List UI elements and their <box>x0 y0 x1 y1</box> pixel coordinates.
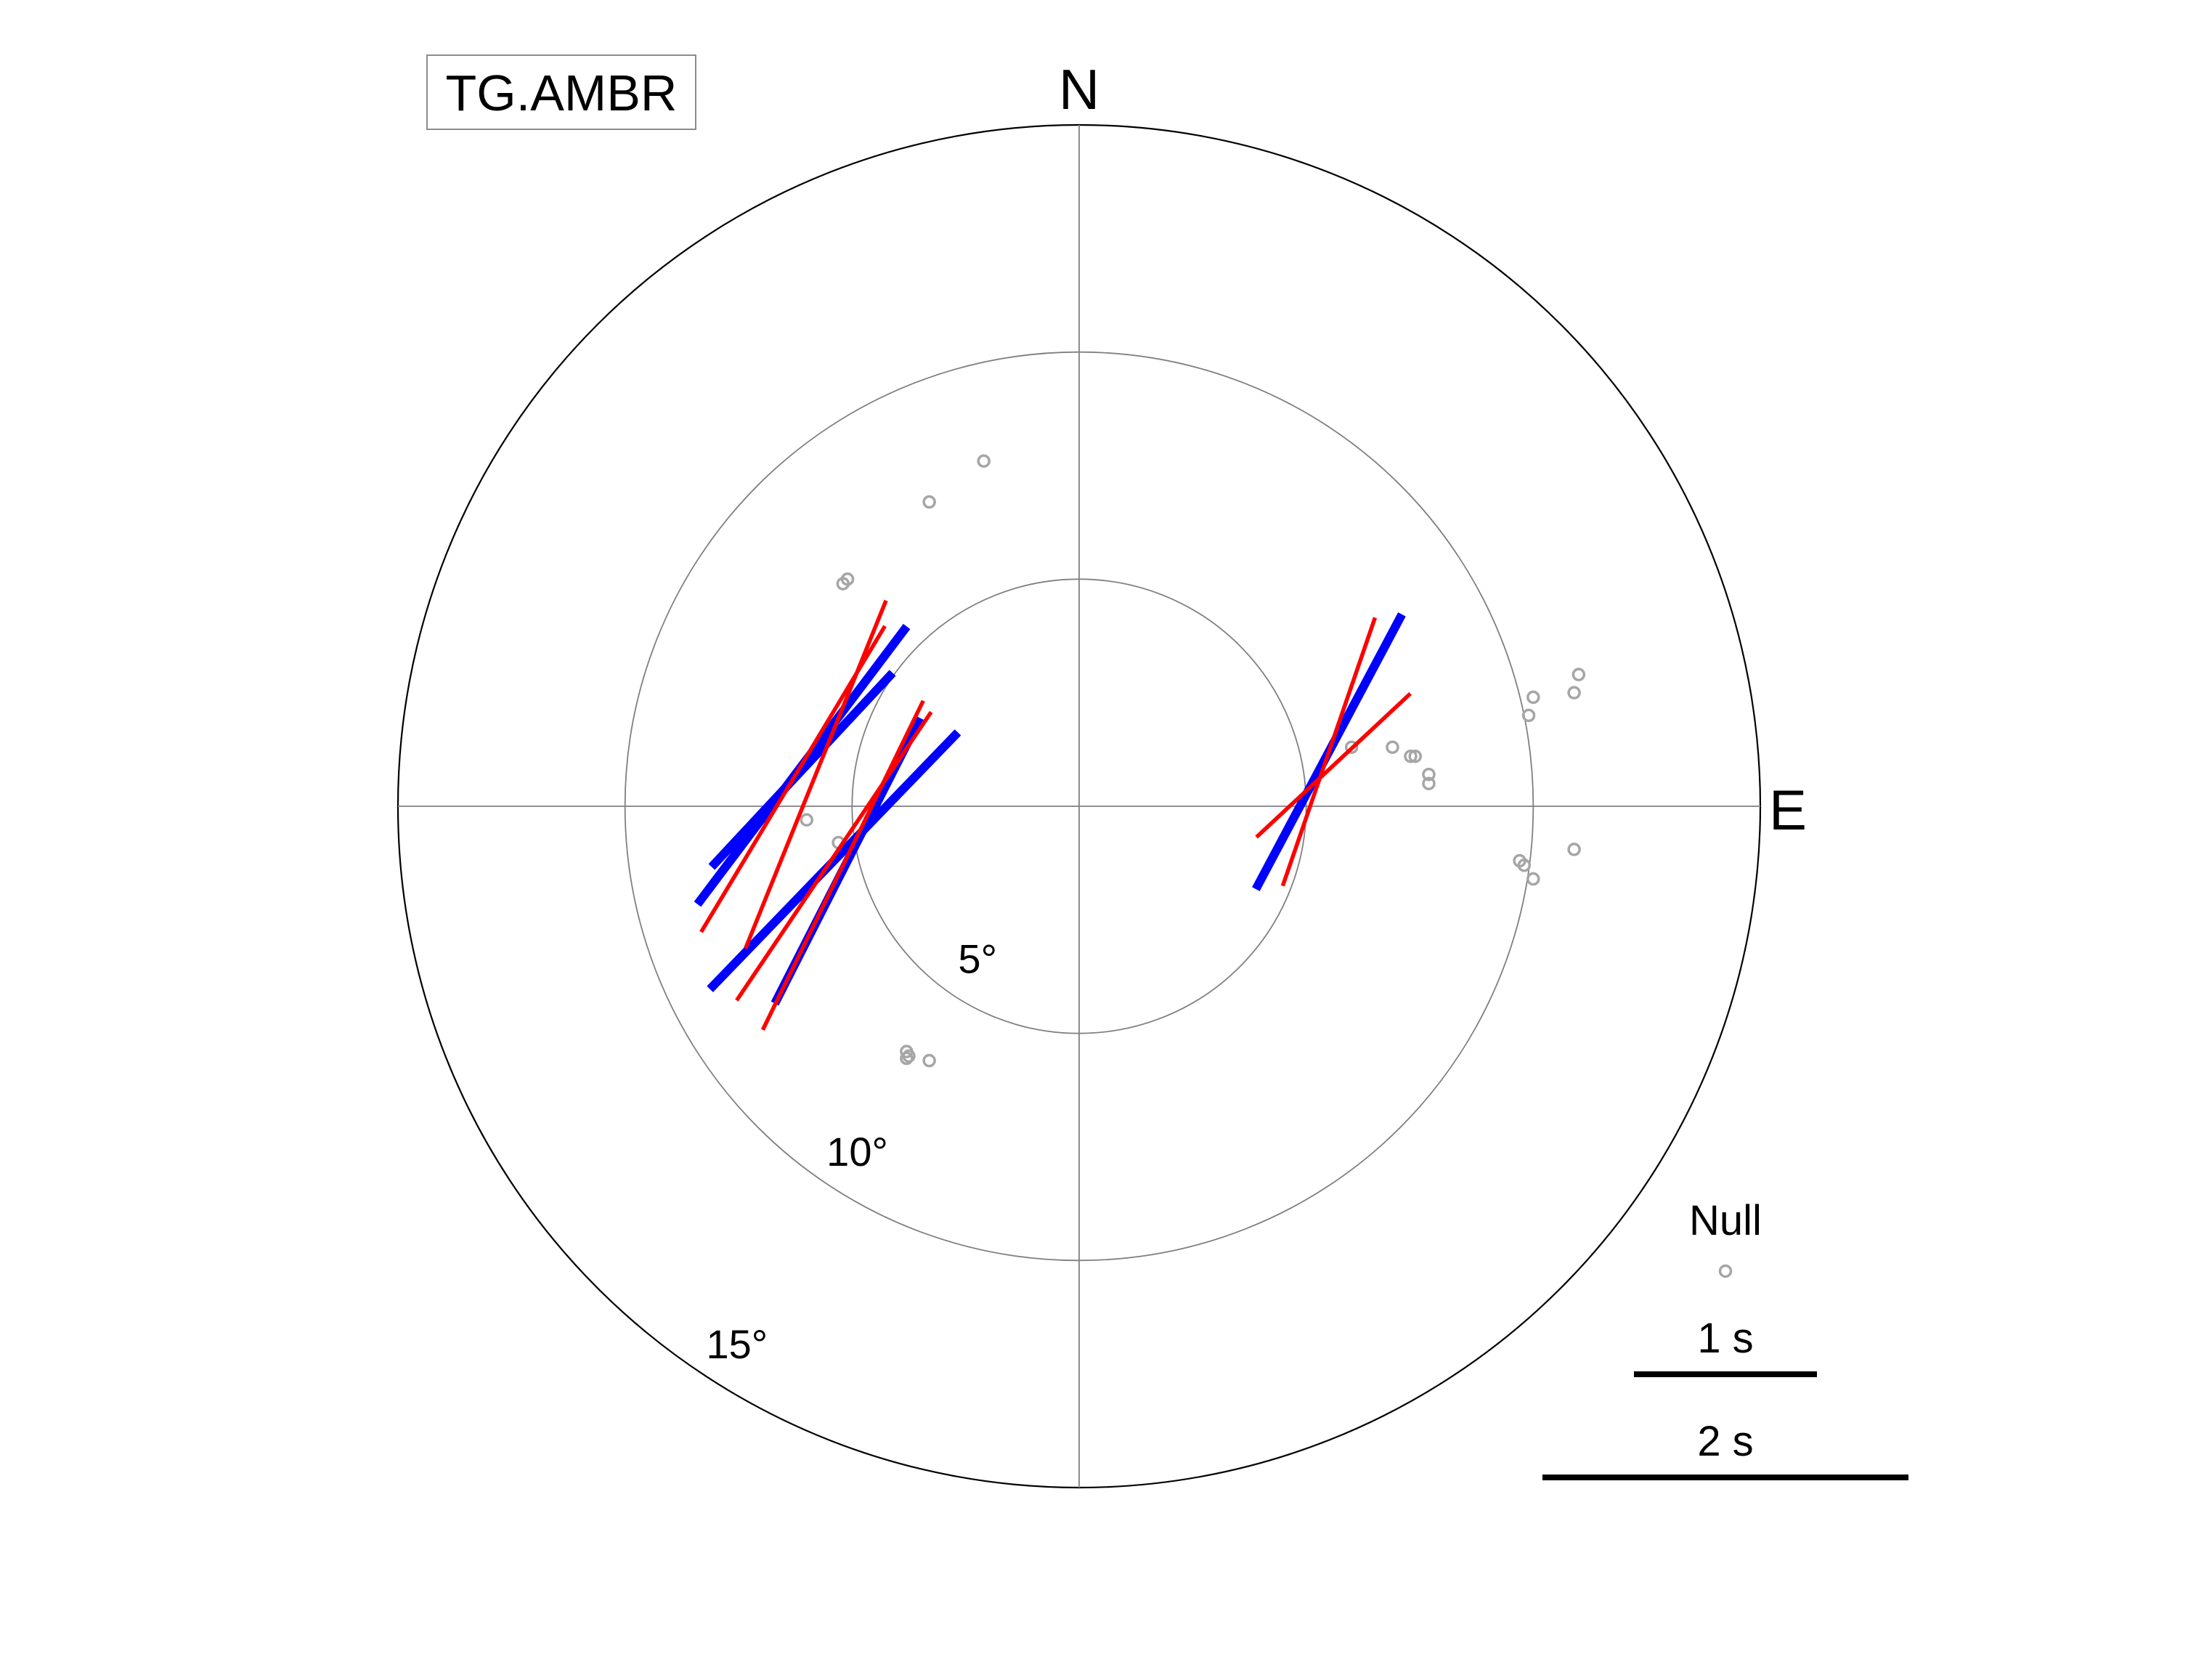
red-split-bar <box>760 699 925 1031</box>
null-point <box>836 577 850 591</box>
null-point <box>1571 668 1586 681</box>
legend-scale-label-1s: 1 s <box>1697 1315 1753 1362</box>
station-label-text: TG.AMBR <box>446 65 678 121</box>
station-label: TG.AMBR <box>426 54 696 130</box>
null-point <box>1517 859 1532 872</box>
null-point <box>902 1049 916 1063</box>
legend-scale-label-2s: 2 s <box>1697 1418 1753 1465</box>
ring-label-5: 5° <box>958 936 997 982</box>
red-split-bar <box>1280 617 1378 887</box>
ring-label-10: 10° <box>826 1129 888 1175</box>
null-point <box>1422 776 1436 790</box>
null-markers <box>800 454 1586 1068</box>
null-point <box>1386 740 1399 754</box>
red-split-bar <box>743 599 888 949</box>
blue-split-bar <box>707 729 961 992</box>
null-point <box>922 1053 936 1068</box>
null-point <box>1567 686 1581 699</box>
null-point <box>922 495 936 509</box>
null-point <box>1344 740 1359 754</box>
east-label: E <box>1769 778 1807 842</box>
null-point <box>977 454 991 468</box>
ring-labels: 5° 10° 15° <box>706 936 996 1367</box>
north-label: N <box>1059 57 1099 121</box>
red-split-bar <box>1255 691 1412 839</box>
null-point <box>900 1051 914 1066</box>
polar-grid <box>397 123 1762 1489</box>
legend-null-label: Null <box>1689 1197 1762 1244</box>
null-point <box>1404 749 1418 763</box>
null-point <box>1422 767 1436 782</box>
legend-null-marker <box>1718 1264 1733 1278</box>
null-point <box>1408 749 1422 763</box>
red-split-bar <box>735 710 933 1002</box>
null-point <box>1526 690 1540 705</box>
null-point <box>1526 872 1540 886</box>
null-point <box>1567 843 1581 856</box>
red-split-bars <box>699 599 1412 1031</box>
null-point <box>1521 708 1536 723</box>
ring-label-15: 15° <box>706 1321 768 1367</box>
station-label-box <box>426 54 696 130</box>
null-point <box>800 813 814 827</box>
legend: Null 1 s 2 s <box>1542 1197 1908 1480</box>
